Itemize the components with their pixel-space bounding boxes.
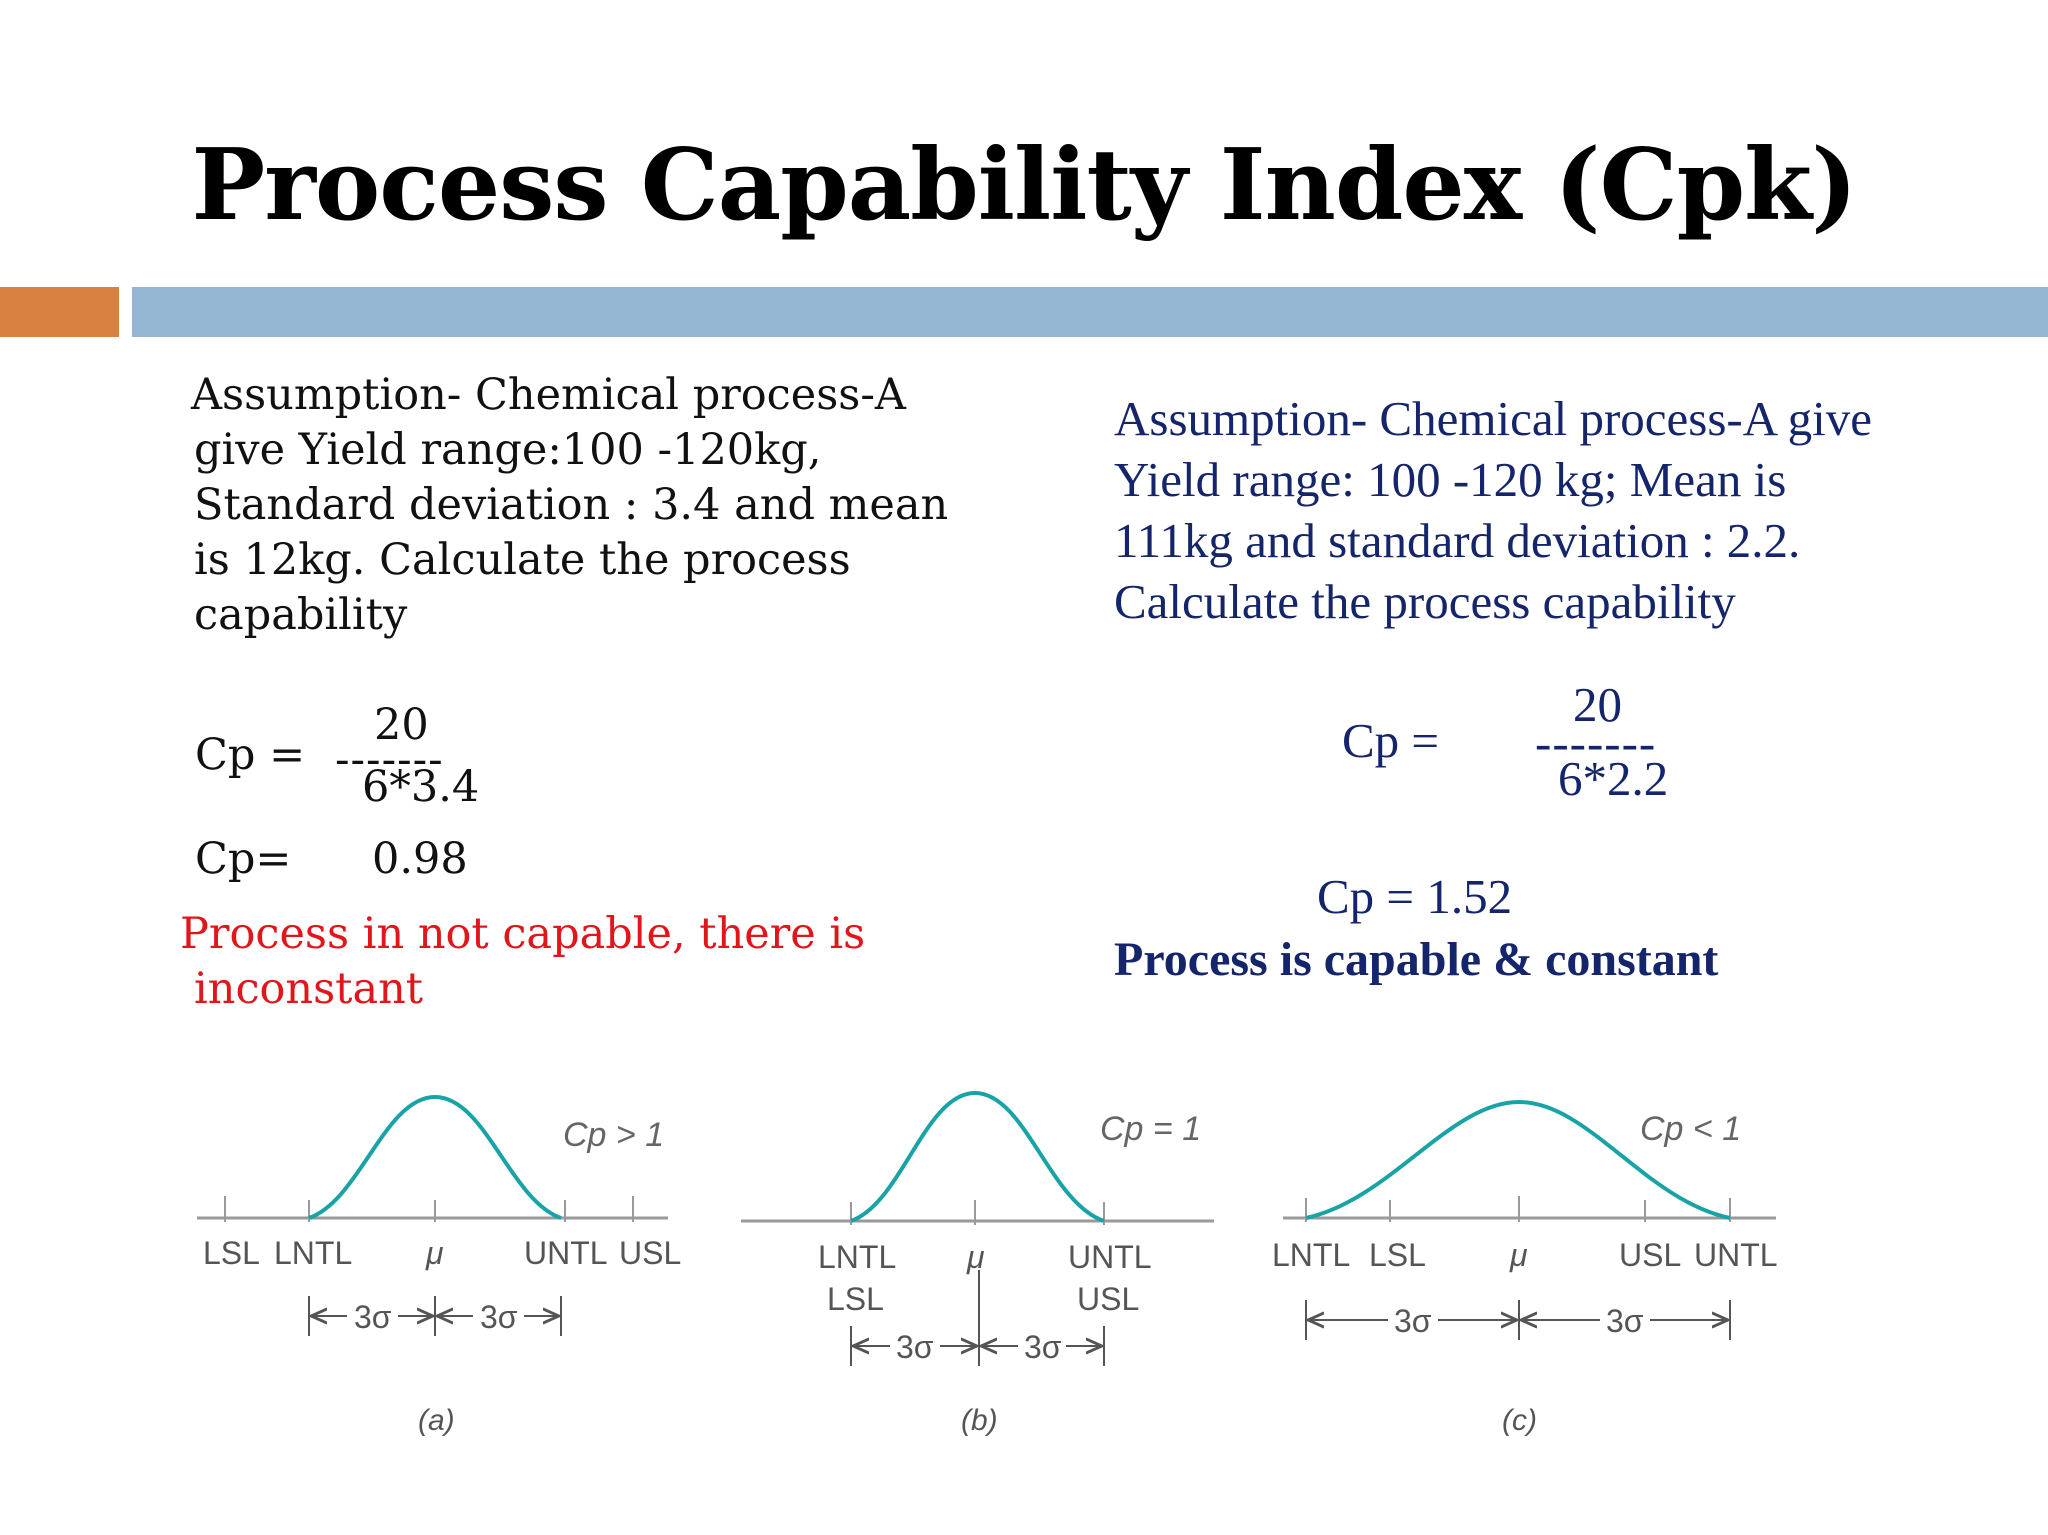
right-cp-fraction-line: ------- bbox=[1535, 715, 1657, 770]
sigma-label: 3σ bbox=[354, 1299, 392, 1335]
figure-c: Cp < 1 LNTL LSL μ USL UNTL 3σ 3σ (c) bbox=[1272, 1099, 1778, 1437]
left-assumption-line: give Yield range:100 -120kg, bbox=[194, 425, 822, 475]
limit-label: μ bbox=[425, 1235, 444, 1271]
limit-label: LSL bbox=[203, 1235, 260, 1271]
limit-label: μ bbox=[1509, 1237, 1528, 1273]
left-assumption-line: is 12kg. Calculate the process bbox=[194, 535, 851, 585]
limit-label: LNTL bbox=[818, 1239, 896, 1275]
limit-label: USL bbox=[619, 1235, 681, 1271]
figure-a: Cp > 1 LSL LNTL μ UNTL USL 3σ 3σ (a) bbox=[197, 1094, 681, 1437]
left-cp-fraction-line: ------- bbox=[335, 735, 444, 785]
accent-bar-orange bbox=[0, 287, 119, 337]
right-assumption-line: 111kg and standard deviation : 2.2. bbox=[1114, 513, 1801, 568]
accent-bar-blue bbox=[132, 287, 2048, 337]
figure-caption: (a) bbox=[418, 1404, 455, 1437]
left-conclusion-line: Process in not capable, there is bbox=[180, 909, 866, 959]
right-conclusion: Process is capable & constant bbox=[1114, 933, 1719, 986]
right-result: Cp = 1.52 bbox=[1317, 869, 1513, 924]
figure-caption: (b) bbox=[961, 1404, 998, 1437]
normal-curve bbox=[1305, 1099, 1731, 1220]
limit-label: LSL bbox=[827, 1281, 884, 1317]
left-cp-label: Cp = bbox=[195, 730, 306, 780]
limit-label: UNTL bbox=[524, 1235, 608, 1271]
left-result-label: Cp= bbox=[195, 834, 292, 884]
sigma-label: 3σ bbox=[480, 1299, 518, 1335]
right-assumption-line: Assumption- Chemical process-A give bbox=[1114, 391, 1873, 446]
right-assumption: Assumption- Chemical process-A give Yiel… bbox=[1114, 388, 1872, 632]
limit-label: USL bbox=[1619, 1237, 1681, 1273]
right-cp-denominator: 6*2.2 bbox=[1558, 751, 1669, 806]
limit-label: μ bbox=[966, 1239, 985, 1275]
left-conclusion-line: inconstant bbox=[194, 964, 424, 1014]
right-cp-label: Cp = bbox=[1342, 713, 1440, 768]
figure-b: Cp = 1 LNTL μ UNTL LSL USL 3σ 3σ (b) bbox=[741, 1090, 1214, 1437]
limit-label: UNTL bbox=[1694, 1237, 1778, 1273]
normal-curve bbox=[308, 1094, 562, 1220]
limit-label: UNTL bbox=[1068, 1239, 1152, 1275]
left-cp-denominator: 6*3.4 bbox=[362, 762, 480, 812]
left-assumption-line: Standard deviation : 3.4 and mean bbox=[194, 480, 949, 530]
right-assumption-line: Yield range: 100 -120 kg; Mean is bbox=[1114, 452, 1787, 507]
limit-label: LSL bbox=[1369, 1237, 1426, 1273]
left-assumption: Assumption- Chemical process-A give Yiel… bbox=[191, 368, 948, 643]
right-assumption-line: Calculate the process capability bbox=[1114, 574, 1736, 629]
sigma-label: 3σ bbox=[1606, 1303, 1644, 1339]
cp-label: Cp = 1 bbox=[1100, 1110, 1201, 1148]
left-result-value: 0.98 bbox=[372, 834, 468, 884]
limit-label: USL bbox=[1077, 1281, 1139, 1317]
cp-label: Cp < 1 bbox=[1640, 1110, 1741, 1148]
left-assumption-line: capability bbox=[194, 590, 408, 640]
slide-title: Process Capability Index (Cpk) bbox=[191, 128, 1858, 243]
right-cp-numerator: 20 bbox=[1573, 677, 1622, 732]
sigma-label: 3σ bbox=[896, 1329, 934, 1365]
left-conclusion: Process in not capable, there is inconst… bbox=[180, 907, 865, 1017]
limit-label: LNTL bbox=[1272, 1237, 1350, 1273]
figure-caption: (c) bbox=[1502, 1404, 1537, 1437]
left-cp-numerator: 20 bbox=[374, 700, 429, 750]
left-assumption-line: Assumption- Chemical process-A bbox=[191, 370, 906, 420]
limit-label: LNTL bbox=[274, 1235, 352, 1271]
normal-curve bbox=[850, 1090, 1105, 1223]
cp-label: Cp > 1 bbox=[563, 1116, 664, 1154]
sigma-label: 3σ bbox=[1024, 1329, 1062, 1365]
sigma-label: 3σ bbox=[1394, 1303, 1432, 1339]
